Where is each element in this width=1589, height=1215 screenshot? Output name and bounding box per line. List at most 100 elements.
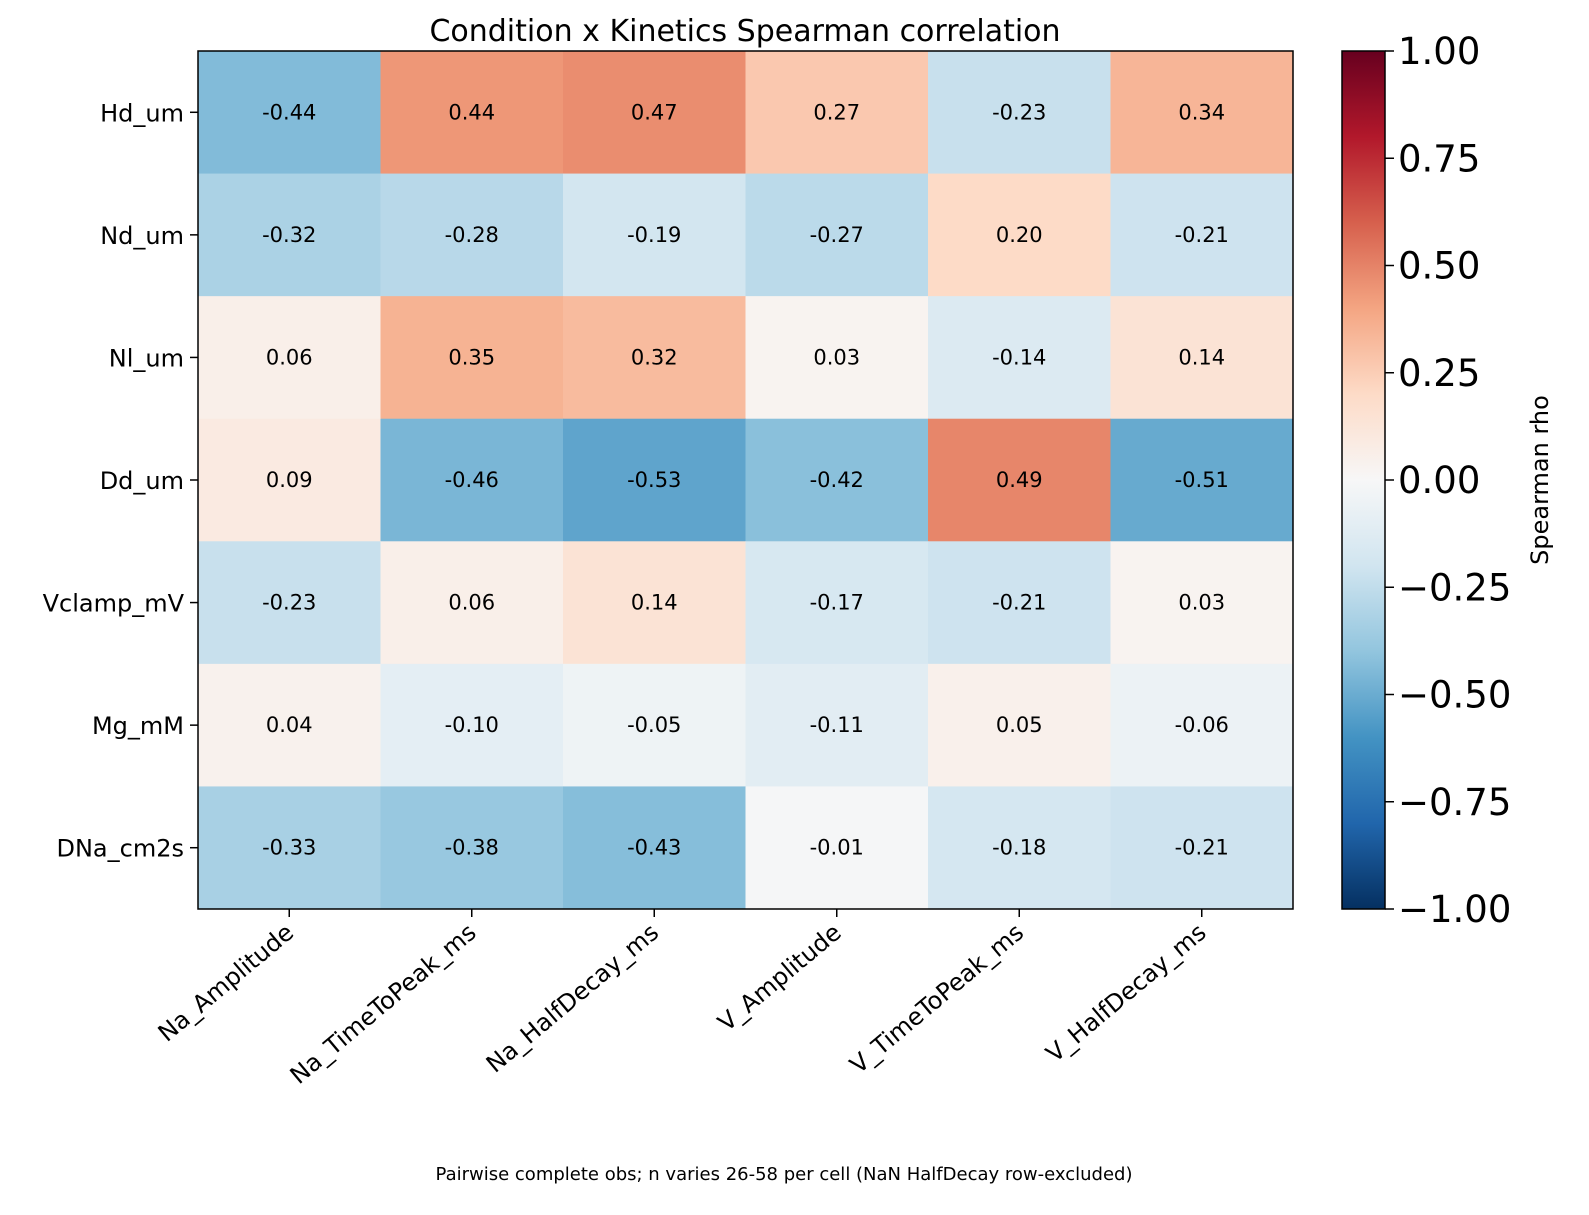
cell-value-label: -0.21 <box>992 591 1046 615</box>
heatmap-cell <box>380 51 564 175</box>
footnote: Pairwise complete obs; n varies 26-58 pe… <box>436 1164 1133 1185</box>
cell-value-label: 0.06 <box>266 345 313 369</box>
heatmap-cell <box>928 296 1111 420</box>
heatmap-cell <box>928 173 1111 297</box>
cell-value-label: -0.53 <box>627 468 681 492</box>
column-tick-label: Na_TimeToPeak_ms <box>285 918 482 1090</box>
cell-value-label: -0.38 <box>445 836 499 860</box>
cell-value-label: -0.10 <box>445 713 499 737</box>
cell-value-label: -0.43 <box>627 836 681 860</box>
cell-value-label: -0.27 <box>810 223 864 247</box>
heatmap-cell <box>563 51 746 175</box>
heatmap-cell <box>745 663 929 787</box>
heatmap-cell <box>928 51 1111 175</box>
cell-value-label: 0.06 <box>448 591 495 615</box>
cell-value-label: -0.21 <box>1175 223 1229 247</box>
cell-value-label: 0.27 <box>813 100 860 124</box>
colorbar-tick-label: 0.00 <box>1398 459 1480 502</box>
row-tick-label: Nl_um <box>109 344 184 372</box>
cell-value-label: -0.46 <box>445 468 499 492</box>
cell-value-label: -0.14 <box>992 345 1046 369</box>
heatmap-cell-labels: -0.44 0.44 0.47 0.27 -0.23 0.34 -0.32 -0.28 -0.1… <box>262 100 1229 859</box>
cell-value-label: 0.09 <box>266 468 313 492</box>
heatmap-cell <box>928 663 1111 787</box>
cell-value-label: 0.05 <box>996 713 1043 737</box>
row-tick-label: Hd_um <box>100 99 184 127</box>
heatmap-cell <box>380 541 564 665</box>
heatmap-cell <box>1110 663 1294 787</box>
heatmap-cells <box>198 51 1294 910</box>
heatmap-cell <box>745 51 929 175</box>
heatmap-cell <box>563 296 746 420</box>
heatmap-cell <box>745 418 929 542</box>
row-tick-label: Mg_mM <box>92 712 184 740</box>
colorbar-label: Spearman rho <box>1526 395 1554 565</box>
colorbar-tick-label: −0.25 <box>1398 566 1511 609</box>
heatmap-cell <box>380 418 564 542</box>
colorbar-tick-label: −0.75 <box>1398 781 1511 824</box>
row-tick-label: Vclamp_mV <box>43 590 185 618</box>
cell-value-label: -0.32 <box>262 223 316 247</box>
cell-value-label: -0.28 <box>445 223 499 247</box>
cell-value-label: 0.14 <box>631 591 678 615</box>
cell-value-label: 0.14 <box>1178 345 1225 369</box>
heatmap-cell <box>1110 296 1294 420</box>
cell-value-label: 0.49 <box>996 468 1043 492</box>
cell-value-label: -0.05 <box>627 713 681 737</box>
heatmap-cell <box>745 786 929 910</box>
column-tick-label: V_TimeToPeak_ms <box>845 918 1029 1079</box>
heatmap-cell <box>928 541 1111 665</box>
cell-value-label: 0.47 <box>631 100 678 124</box>
cell-value-label: 0.44 <box>448 100 495 124</box>
cell-value-label: 0.34 <box>1178 100 1225 124</box>
heatmap-cell <box>1110 786 1294 910</box>
cell-value-label: -0.06 <box>1175 713 1229 737</box>
heatmap-cell <box>198 173 381 297</box>
row-tick-labels: Hd_um Nd_um Nl_um Dd_um Vclamp_mV Mg_mM DNa_cm… <box>43 99 198 863</box>
colorbar-tick-label: 1.00 <box>1398 30 1480 73</box>
heatmap-cell <box>198 51 381 175</box>
row-tick-label: DNa_cm2s <box>57 835 185 863</box>
cell-value-label: 0.03 <box>1178 591 1225 615</box>
heatmap-cell <box>928 786 1111 910</box>
cell-value-label: -0.17 <box>810 591 864 615</box>
heatmap-cell <box>198 418 381 542</box>
colorbar-tick-label: 0.75 <box>1398 137 1480 180</box>
colorbar-tick-label: −0.50 <box>1398 674 1511 717</box>
cell-value-label: -0.18 <box>992 836 1046 860</box>
column-tick-label: V_Amplitude <box>713 918 847 1037</box>
row-tick-label: Nd_um <box>100 222 184 250</box>
cell-value-label: 0.20 <box>996 223 1043 247</box>
heatmap-cell <box>563 663 746 787</box>
colorbar-tick-label: 0.50 <box>1398 245 1480 288</box>
colorbar: 1.00 0.75 0.50 0.25 0.00 −0.25 −0.50 −0.75 −1.00… <box>1341 30 1554 931</box>
heatmap-cell <box>380 663 564 787</box>
heatmap-cell <box>928 418 1111 542</box>
heatmap-cell <box>380 786 564 910</box>
heatmap-cell <box>563 173 746 297</box>
cell-value-label: 0.03 <box>813 345 860 369</box>
cell-value-label: -0.23 <box>992 100 1046 124</box>
heatmap-cell <box>745 296 929 420</box>
chart-title: Condition x Kinetics Spearman correlatio… <box>429 14 1060 49</box>
heatmap-cell <box>745 541 929 665</box>
cell-value-label: -0.51 <box>1175 468 1229 492</box>
heatmap-cell <box>380 173 564 297</box>
heatmap-cell <box>1110 173 1294 297</box>
heatmap-cell <box>198 296 381 420</box>
heatmap-cell <box>198 541 381 665</box>
heatmap-cell <box>198 786 381 910</box>
cell-value-label: -0.23 <box>262 591 316 615</box>
cell-value-label: -0.42 <box>810 468 864 492</box>
column-tick-label: Na_HalfDecay_ms <box>481 918 664 1078</box>
cell-value-label: -0.01 <box>810 836 864 860</box>
column-tick-label: Na_Amplitude <box>153 918 299 1047</box>
cell-value-label: -0.11 <box>810 713 864 737</box>
heatmap-cell <box>1110 418 1294 542</box>
heatmap-cell <box>563 541 746 665</box>
heatmap-cell <box>198 663 381 787</box>
cell-value-label: 0.04 <box>266 713 313 737</box>
cell-value-label: -0.19 <box>627 223 681 247</box>
